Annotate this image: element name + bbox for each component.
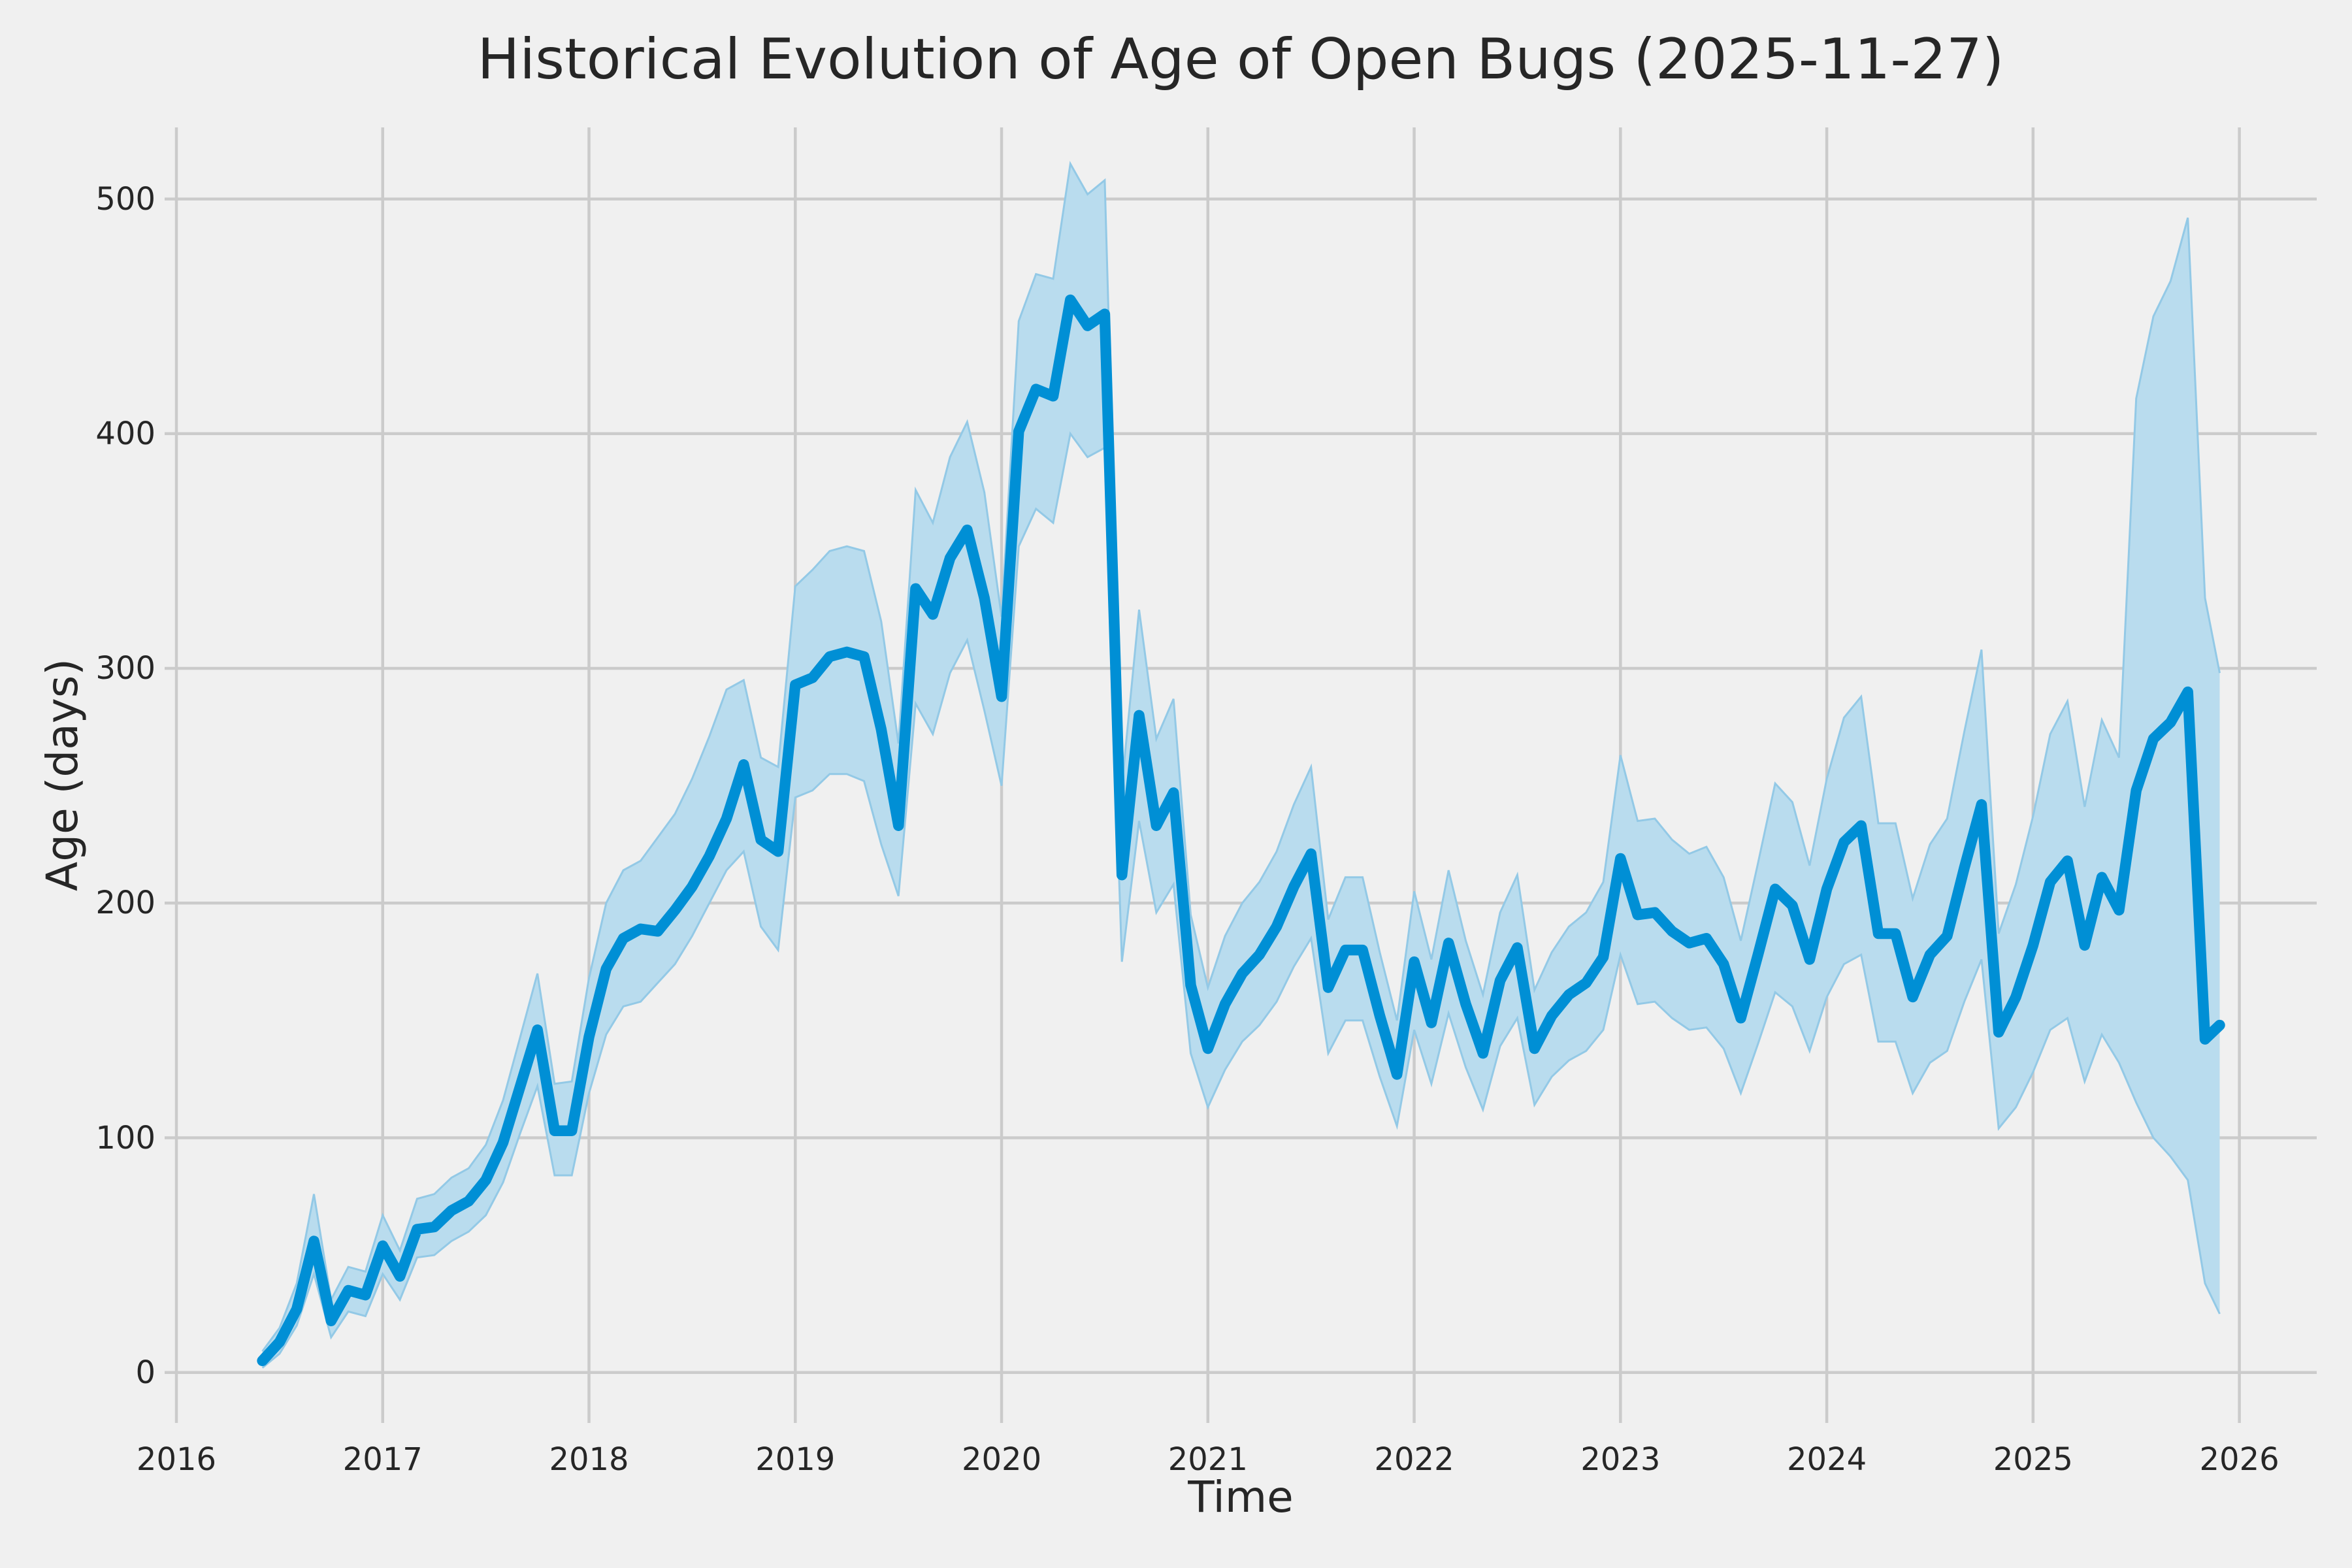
y-tick-label-300: 300	[95, 650, 155, 687]
x-tick-label-2021: 2021	[1168, 1441, 1248, 1478]
x-axis-label: Time	[1188, 1472, 1294, 1522]
y-tick-label-400: 400	[95, 415, 155, 452]
mean-age-line	[257, 294, 2225, 1367]
x-tick-label-2025: 2025	[1993, 1441, 2073, 1478]
confidence-band-fill	[262, 163, 2220, 1368]
x-tick-label-2017: 2017	[342, 1441, 423, 1478]
x-tick-label-2023: 2023	[1580, 1441, 1661, 1478]
y-tick-label-200: 200	[95, 885, 155, 922]
y-axis-label: Age (days)	[37, 659, 88, 891]
x-tick-label-2018: 2018	[549, 1441, 629, 1478]
y-tick-label-500: 500	[95, 180, 155, 218]
x-tick-label-2016: 2016	[136, 1441, 217, 1478]
y-tick-label-100: 100	[95, 1119, 155, 1156]
x-tick-label-2020: 2020	[961, 1441, 1042, 1478]
mean-line	[257, 294, 2225, 1367]
gridlines	[165, 127, 2317, 1423]
chart-title: Historical Evolution of Age of Open Bugs…	[477, 27, 2004, 92]
band-lower-edge	[261, 431, 2221, 1369]
band-upper-edge	[261, 161, 2221, 1352]
x-tick-label-2022: 2022	[1374, 1441, 1454, 1478]
x-tick-label-2026: 2026	[2199, 1441, 2279, 1478]
y-tick-label-0: 0	[135, 1354, 155, 1391]
confidence-band	[261, 161, 2221, 1369]
x-tick-label-2024: 2024	[1786, 1441, 1867, 1478]
x-tick-label-2019: 2019	[755, 1441, 836, 1478]
